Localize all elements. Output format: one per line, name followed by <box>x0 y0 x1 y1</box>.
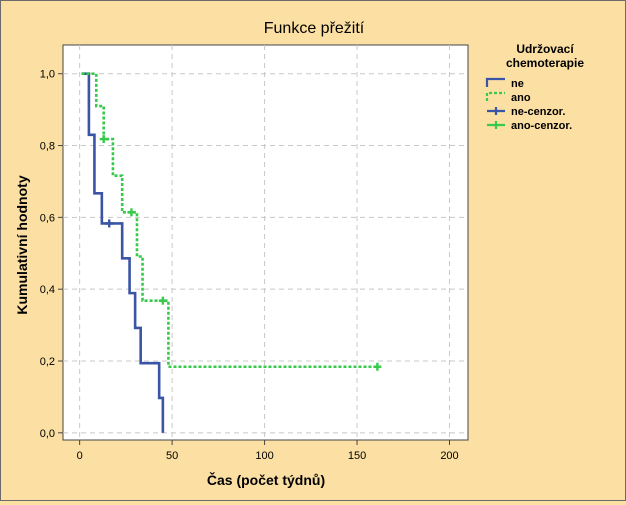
y-tick-label: 0,0 <box>40 428 55 440</box>
x-axis-title: Čas (počet týdnů) <box>207 471 325 488</box>
y-tick-label: 0,2 <box>40 356 55 368</box>
censor-marker-ano-cenzor. <box>99 135 108 144</box>
x-tick-label: 200 <box>440 450 458 462</box>
series-line-ano <box>81 72 378 369</box>
censor-marker-ano-cenzor. <box>158 296 167 305</box>
censor-marker-ano-cenzor. <box>127 208 136 217</box>
legend-item-ne-cenzor.: ne-cenzor. <box>487 106 565 118</box>
legend-title-line-2: chemoterapie <box>506 56 584 70</box>
y-tick-label: 0,8 <box>40 141 55 153</box>
legend: Udržovací chemoterapie ne ano ne-cenzor. an… <box>485 42 584 132</box>
y-axis-title: Kumulativní hodnoty <box>14 175 30 314</box>
chart-title: Funkce přežití <box>264 20 365 37</box>
legend-label: ano-cenzor. <box>511 120 572 132</box>
plot-area <box>62 44 469 441</box>
y-tick-label: 1,0 <box>40 69 55 81</box>
legend-label: ne-cenzor. <box>511 106 565 118</box>
x-tick-label: 50 <box>166 450 178 462</box>
censor-marker-ano-cenzor. <box>373 362 382 371</box>
censor-markers <box>99 135 382 371</box>
axis-ticks: 0 50 100 150 200 0,0 0,2 0,4 0,6 0,8 1,0 <box>40 69 459 462</box>
x-tick-label: 100 <box>255 450 273 462</box>
x-tick-label: 150 <box>348 450 366 462</box>
legend-swatch-step <box>485 77 505 87</box>
legend-item-ano: ano <box>485 91 531 104</box>
legend-item-ne: ne <box>485 77 524 90</box>
y-tick-label: 0,4 <box>40 284 55 296</box>
legend-label: ne <box>511 78 524 90</box>
legend-label: ano <box>511 92 531 104</box>
legend-swatch-step <box>485 91 505 101</box>
series-line-ne <box>81 72 165 433</box>
legend-title-line-1: Udržovací <box>516 42 574 56</box>
legend-items: ne ano ne-cenzor. ano-cenzor. <box>485 77 572 132</box>
y-tick-label: 0,6 <box>40 212 55 224</box>
x-tick-label: 0 <box>77 450 83 462</box>
legend-item-ano-cenzor.: ano-cenzor. <box>487 120 572 132</box>
censor-marker-ne-cenzor. <box>105 219 114 228</box>
gridlines <box>63 45 468 440</box>
series-lines <box>81 72 378 433</box>
